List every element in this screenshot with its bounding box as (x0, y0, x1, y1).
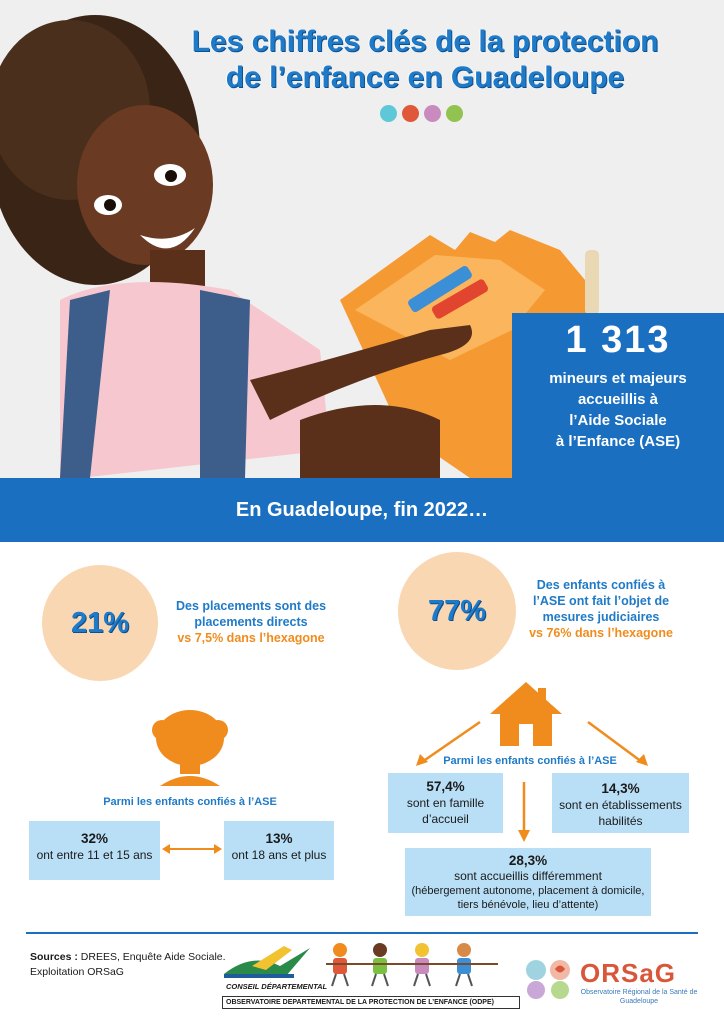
judiciaires-line-3: mesures judiciaires (542, 610, 660, 624)
double-arrow-icon (162, 844, 222, 854)
children-chain-icon (326, 943, 498, 987)
placements-circle: 21% (42, 565, 158, 681)
judiciaires-circle: 77% (398, 552, 516, 670)
stat-line-4: à l’Enfance (ASE) (555, 433, 681, 450)
year-band-text: En Guadeloupe, fin 2022… (235, 498, 489, 521)
sources-block: Sources : DREES, Enquête Aide Sociale. E… (30, 950, 226, 980)
judiciaires-description: Des enfants confiés à l’ASE ont fait l’o… (506, 577, 696, 641)
dot-4 (446, 105, 463, 122)
famille-line-2: d’accueil (422, 812, 469, 826)
dot-2 (402, 105, 419, 122)
age-box-left: 32% ont entre 11 et 15 ans (29, 821, 160, 880)
etablissements-line-1: sont en établissements (559, 798, 682, 812)
title-line-1: Les chiffres clés de la protection (191, 25, 659, 58)
headline-stat-text: mineurs et majeurs accueillis à l’Aide S… (512, 368, 724, 452)
exploitation-text: Exploitation ORSaG (30, 966, 124, 978)
famille-line-1: sont en famille (406, 796, 485, 810)
orsag-subtitle: Observatoire Régional de la Santé de Gua… (580, 989, 698, 1005)
accueil-caption: Parmi les enfants confiés à l’ASE (443, 755, 617, 767)
conseil-departemental-label: CONSEIL DÉPARTEMENTAL (226, 982, 328, 991)
famille-box: 57,4% sont en famille d’accueil (388, 773, 503, 833)
conseil-departemental-logo (224, 946, 310, 978)
stat-line-2: accueillis à (577, 391, 659, 408)
age-right-text: ont 18 ans et plus (231, 848, 327, 862)
differemment-line-2: (hébergement autonome, placement à domic… (411, 885, 645, 897)
age-caption: Parmi les enfants confiés à l’ASE (103, 796, 277, 808)
sources-label: Sources : (30, 951, 78, 963)
age-left-text: ont entre 11 et 15 ans (36, 848, 153, 862)
judiciaires-line-2: l’ASE ont fait l’objet de (532, 594, 670, 608)
etablissements-line-2: habilités (598, 814, 643, 828)
judiciaires-percent: 77% (427, 594, 487, 627)
age-box-right: 13% ont 18 ans et plus (224, 821, 334, 880)
placements-line-2: placements directs (194, 615, 308, 629)
odpe-label: OBSERVATOIRE DEPARTEMENTAL DE LA PROTECT… (222, 996, 520, 1009)
judiciaires-comparison: vs 76% dans l’hexagone (529, 626, 673, 640)
etablissements-value: 14,3% (601, 781, 640, 796)
headline-stat-number: 1 313 (565, 319, 671, 361)
age-right-value: 13% (265, 831, 293, 846)
house-icon (490, 682, 562, 746)
branch-arrows (416, 720, 648, 842)
hero-section: Les chiffres clés de la protection de l’… (0, 0, 724, 478)
dot-3 (424, 105, 441, 122)
title-line-2: de l’enfance en Guadeloupe (225, 61, 625, 94)
placements-description: Des placements sont des placements direc… (155, 598, 347, 646)
page-title: Les chiffres clés de la protection de l’… (130, 24, 720, 96)
decorative-dots (380, 105, 463, 122)
judiciaires-line-1: Des enfants confiés à (536, 578, 666, 592)
child-photo (0, 0, 724, 478)
famille-value: 57,4% (426, 779, 465, 794)
stat-line-1: mineurs et majeurs (549, 370, 687, 387)
orsag-wordmark: ORSaG (580, 958, 677, 988)
child-silhouette-icon (152, 710, 228, 786)
differemment-line-1: sont accueillis différemment (454, 869, 602, 883)
year-band: En Guadeloupe, fin 2022… (0, 478, 724, 542)
age-left-value: 32% (80, 831, 109, 846)
dot-1 (380, 105, 397, 122)
placements-line-1: Des placements sont des (175, 599, 327, 613)
footer-divider (26, 932, 698, 934)
differemment-line-3: tiers bénévole, lieu d’attente) (457, 899, 599, 911)
orsag-logo-icon (526, 960, 570, 999)
placements-comparison: vs 7,5% dans l’hexagone (177, 631, 325, 645)
differemment-value: 28,3% (508, 853, 548, 868)
etablissements-box: 14,3% sont en établissements habilités (552, 773, 689, 833)
sources-text: DREES, Enquête Aide Sociale. (80, 951, 226, 963)
headline-stat-box: 1 313 mineurs et majeurs accueillis à l’… (512, 313, 724, 478)
placements-percent: 21% (70, 606, 130, 639)
differemment-box: 28,3% sont accueillis différemment (hébe… (405, 848, 651, 916)
stat-line-3: l’Aide Sociale (569, 412, 667, 429)
